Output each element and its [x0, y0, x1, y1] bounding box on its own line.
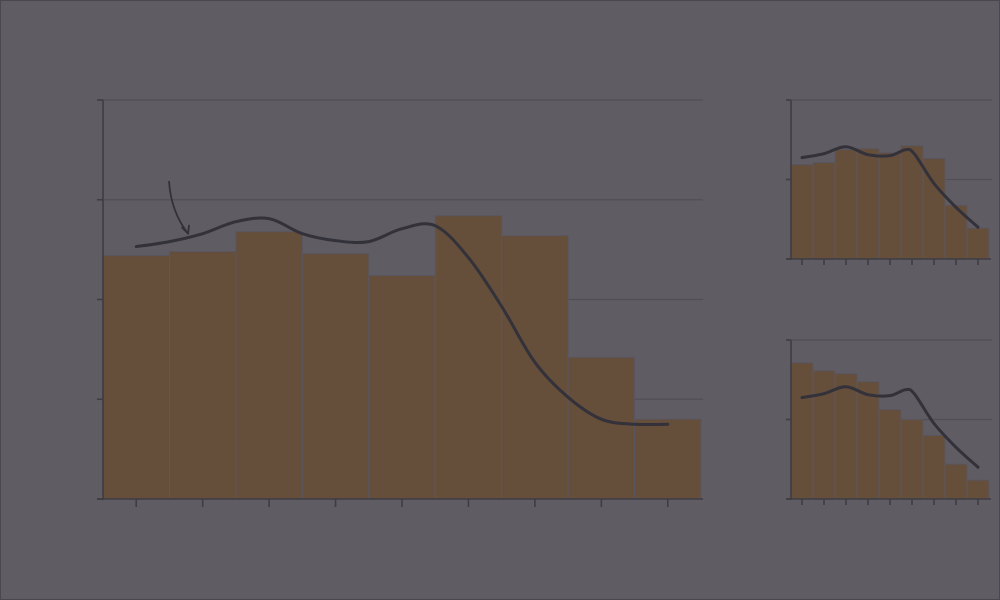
trend-line-1 — [800, 145, 980, 229]
bar-0-4 — [368, 275, 436, 500]
panel-top-right — [786, 99, 992, 265]
bar-0-8 — [634, 418, 702, 500]
bar-0-1 — [168, 251, 237, 500]
panel-bottom-right — [786, 339, 992, 505]
bar-0-0 — [102, 255, 170, 500]
bar-0-6 — [501, 235, 569, 500]
bar-2-3 — [856, 381, 880, 500]
bar-2-4 — [878, 409, 902, 500]
bar-2-5 — [900, 419, 924, 500]
bar-1-8 — [966, 227, 990, 260]
trend-line-0 — [134, 216, 670, 427]
bar-2-2 — [834, 373, 858, 500]
annotation-arrow-shaft — [168, 180, 189, 235]
panel-main — [97, 99, 703, 507]
bar-0-3 — [301, 253, 370, 500]
bar-1-3 — [856, 148, 880, 260]
bar-0-7 — [567, 356, 636, 500]
bar-2-7 — [944, 463, 968, 500]
bar-1-4 — [878, 152, 902, 260]
bar-2-0 — [790, 362, 814, 500]
bar-1-0 — [790, 164, 814, 260]
bar-2-6 — [922, 434, 946, 500]
bar-0-2 — [235, 231, 303, 500]
annotation-arrow-head — [181, 224, 190, 235]
bar-1-2 — [834, 149, 858, 260]
bar-0-5 — [434, 215, 503, 500]
bar-1-1 — [812, 162, 836, 260]
trend-line-2 — [800, 385, 980, 469]
bar-2-8 — [966, 479, 990, 500]
